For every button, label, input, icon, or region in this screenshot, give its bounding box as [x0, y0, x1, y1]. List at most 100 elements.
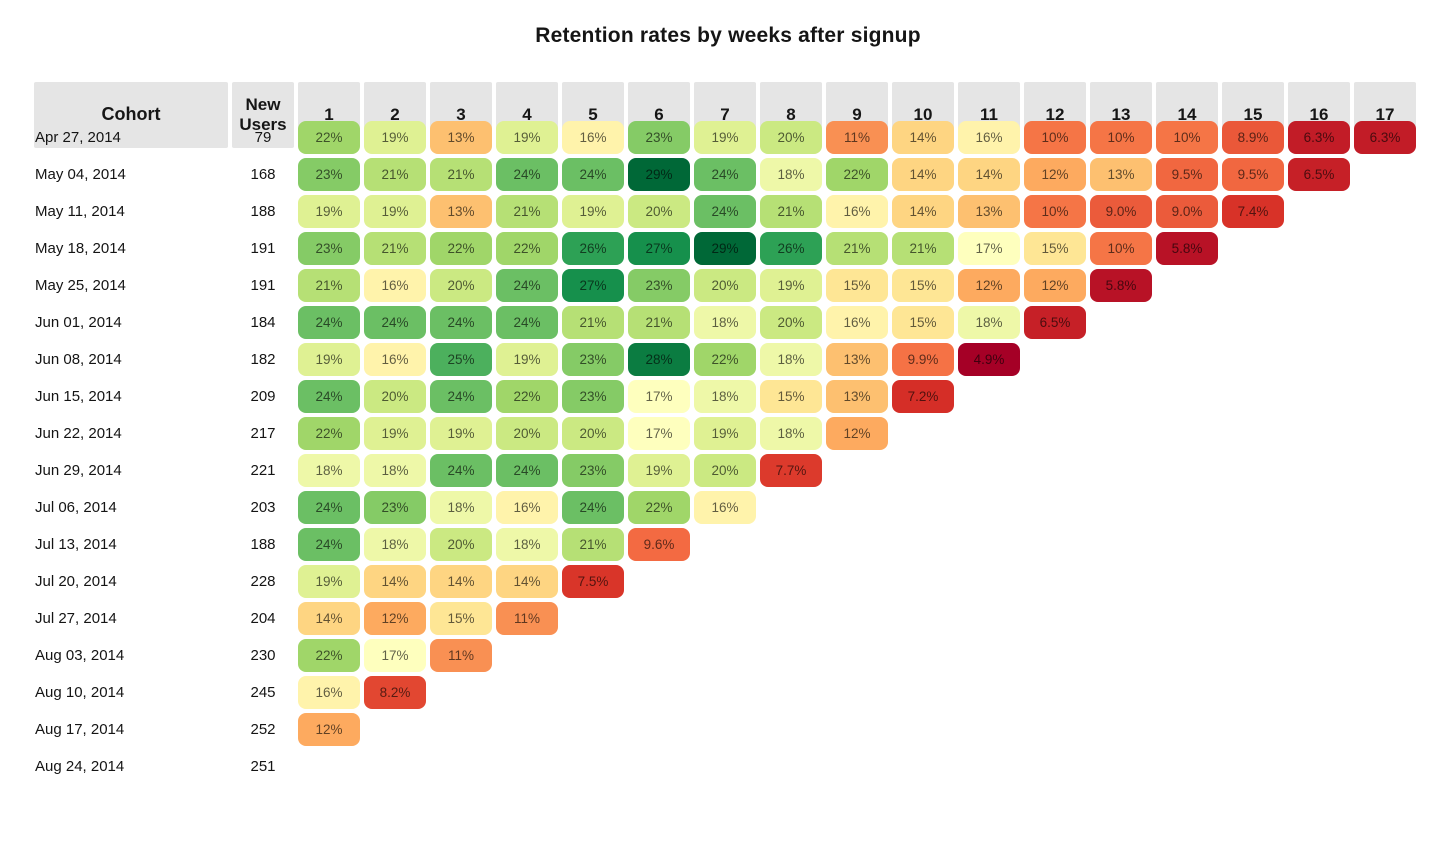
retention-cell: 19% — [364, 195, 426, 228]
retention-cell: 24% — [562, 491, 624, 524]
empty-cell — [760, 674, 822, 711]
retention-cell: 27% — [562, 269, 624, 302]
retention-cell: 24% — [430, 306, 492, 339]
retention-cell: 9.6% — [628, 528, 690, 561]
empty-cell — [892, 748, 954, 785]
empty-cell — [562, 711, 624, 748]
cohort-column-header: Cohort — [34, 82, 228, 148]
empty-cell — [1288, 711, 1350, 748]
empty-cell — [760, 711, 822, 748]
empty-cell — [760, 489, 822, 526]
retention-cell: 20% — [628, 195, 690, 228]
empty-cell — [1222, 748, 1284, 785]
empty-cell — [892, 452, 954, 489]
empty-cell — [1090, 637, 1152, 674]
empty-cell — [1222, 341, 1284, 378]
empty-cell — [1090, 489, 1152, 526]
empty-cell — [1222, 415, 1284, 452]
cohort-label: Aug 17, 2014 — [35, 721, 125, 738]
retention-cell: 13% — [826, 380, 888, 413]
empty-cell — [1156, 489, 1218, 526]
empty-cell — [1354, 489, 1416, 526]
empty-cell — [1288, 748, 1350, 785]
empty-cell — [826, 526, 888, 563]
empty-cell — [1288, 526, 1350, 563]
cohort-label: Jun 08, 2014 — [35, 351, 122, 368]
empty-cell — [694, 563, 756, 600]
empty-cell — [760, 600, 822, 637]
empty-cell — [958, 637, 1020, 674]
empty-cell — [892, 674, 954, 711]
retention-cell: 17% — [628, 417, 690, 450]
empty-cell — [364, 748, 426, 785]
empty-cell — [1222, 526, 1284, 563]
retention-cell: 16% — [364, 269, 426, 302]
retention-cell: 22% — [298, 639, 360, 672]
empty-cell — [1354, 637, 1416, 674]
retention-cell: 18% — [364, 528, 426, 561]
retention-cell: 4.9% — [958, 343, 1020, 376]
retention-cell: 24% — [298, 491, 360, 524]
retention-cell: 24% — [298, 380, 360, 413]
empty-cell — [496, 637, 558, 674]
empty-cell — [1156, 304, 1218, 341]
new-users-value: 204 — [250, 610, 276, 627]
retention-cell: 12% — [958, 269, 1020, 302]
empty-cell — [892, 637, 954, 674]
new-users-value: 203 — [250, 499, 276, 516]
retention-cell: 22% — [430, 232, 492, 265]
empty-cell — [1222, 489, 1284, 526]
empty-cell — [958, 452, 1020, 489]
empty-cell — [1354, 156, 1416, 193]
empty-cell — [1156, 563, 1218, 600]
retention-cell: 14% — [892, 195, 954, 228]
empty-cell — [1354, 452, 1416, 489]
retention-cell: 12% — [298, 713, 360, 746]
cohort-label: Jun 15, 2014 — [35, 388, 122, 405]
retention-cell: 10% — [1024, 121, 1086, 154]
retention-cell: 8.2% — [364, 676, 426, 709]
retention-cell: 19% — [298, 343, 360, 376]
retention-cell: 22% — [298, 417, 360, 450]
empty-cell — [694, 711, 756, 748]
cohort-label: Aug 24, 2014 — [35, 758, 125, 775]
retention-cell: 24% — [694, 158, 756, 191]
cohort-label: Aug 03, 2014 — [35, 647, 125, 664]
empty-cell — [694, 637, 756, 674]
retention-cell: 25% — [430, 343, 492, 376]
retention-cell: 15% — [892, 269, 954, 302]
retention-cell: 19% — [694, 121, 756, 154]
cohort-label: Jul 13, 2014 — [35, 536, 117, 553]
retention-cell: 23% — [562, 380, 624, 413]
cohort-label: Jun 22, 2014 — [35, 425, 122, 442]
empty-cell — [1354, 563, 1416, 600]
cohort-label: Jun 29, 2014 — [35, 462, 122, 479]
retention-cell: 6.3% — [1354, 121, 1416, 154]
retention-cell: 18% — [958, 306, 1020, 339]
empty-cell — [1288, 563, 1350, 600]
empty-cell — [826, 600, 888, 637]
empty-cell — [1090, 748, 1152, 785]
empty-cell — [562, 748, 624, 785]
new-users-value: 230 — [250, 647, 276, 664]
retention-cell: 12% — [364, 602, 426, 635]
empty-cell — [628, 674, 690, 711]
empty-cell — [958, 489, 1020, 526]
retention-cell: 5.8% — [1090, 269, 1152, 302]
empty-cell — [1288, 415, 1350, 452]
cohort-label: Jul 27, 2014 — [35, 610, 117, 627]
retention-cell: 21% — [496, 195, 558, 228]
empty-cell — [1354, 341, 1416, 378]
retention-cell: 20% — [562, 417, 624, 450]
retention-cell: 6.5% — [1024, 306, 1086, 339]
retention-cell: 20% — [496, 417, 558, 450]
retention-cell: 18% — [760, 158, 822, 191]
empty-cell — [826, 674, 888, 711]
cohort-label: Apr 27, 2014 — [35, 129, 121, 146]
retention-cell: 6.3% — [1288, 121, 1350, 154]
empty-cell — [562, 674, 624, 711]
retention-cell: 22% — [496, 380, 558, 413]
empty-cell — [1024, 526, 1086, 563]
empty-cell — [496, 674, 558, 711]
